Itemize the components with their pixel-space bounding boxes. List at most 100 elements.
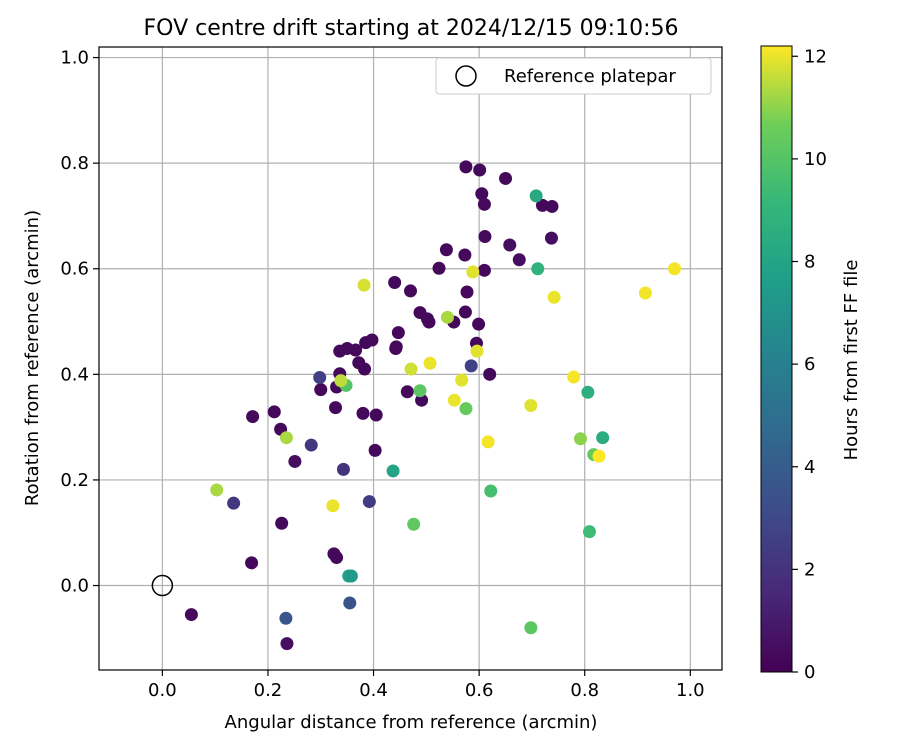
- data-point: [313, 371, 327, 385]
- data-point: [478, 230, 492, 244]
- y-tick-label: 0.4: [60, 364, 89, 385]
- colorbar-tick-label: 2: [804, 559, 815, 580]
- data-point: [246, 410, 260, 424]
- data-point: [362, 495, 376, 509]
- data-point: [326, 499, 340, 513]
- reference-platepar-marker: [151, 574, 174, 597]
- colorbar: 0 2 4 6 8 10 12 Hours from first FF file: [760, 45, 862, 683]
- data-point: [477, 197, 491, 211]
- data-point: [447, 393, 461, 407]
- data-point: [288, 454, 302, 468]
- data-point: [667, 262, 681, 276]
- y-tick-label: 0.8: [60, 153, 89, 174]
- colorbar-ticks: 0 2 4 6 8 10 12: [792, 46, 827, 683]
- data-point: [458, 305, 472, 319]
- data-point: [344, 569, 358, 583]
- data-point: [391, 326, 405, 340]
- data-point: [304, 438, 318, 452]
- data-point: [466, 265, 480, 279]
- y-tick-label: 1.0: [60, 48, 89, 69]
- legend: Reference platepar: [435, 57, 712, 95]
- data-point: [423, 356, 437, 370]
- chart-title: FOV centre drift starting at 2024/12/15 …: [144, 16, 679, 41]
- x-tick-label: 0.0: [148, 680, 177, 701]
- data-point: [329, 401, 343, 415]
- colorbar-tick-label: 8: [804, 252, 815, 273]
- data-point: [413, 384, 427, 398]
- data-point: [389, 341, 403, 355]
- data-point: [432, 261, 446, 275]
- data-point: [524, 621, 538, 635]
- data-point: [280, 637, 294, 651]
- legend-box: [435, 57, 712, 95]
- data-point: [483, 367, 497, 381]
- data-point: [529, 189, 543, 203]
- x-tick-label: 0.8: [570, 680, 599, 701]
- data-point: [545, 199, 559, 213]
- colorbar-label: Hours from first FF file: [841, 260, 862, 461]
- data-point: [470, 344, 484, 358]
- grid: [99, 47, 722, 670]
- data-point: [275, 516, 289, 530]
- data-point: [484, 484, 498, 498]
- data-point: [334, 374, 348, 388]
- data-point: [524, 398, 538, 412]
- data-point: [473, 163, 487, 177]
- legend-marker-icon: [455, 65, 477, 87]
- data-point: [267, 405, 281, 419]
- colorbar-tick-label: 6: [804, 354, 815, 375]
- x-tick-label: 0.2: [254, 680, 283, 701]
- data-point: [356, 406, 370, 420]
- data-point: [503, 238, 517, 252]
- reference-marker-layer: [151, 574, 174, 597]
- data-point: [359, 336, 373, 350]
- y-tick-label: 0.0: [60, 576, 89, 597]
- data-point: [455, 373, 469, 387]
- data-point: [404, 362, 418, 376]
- data-point: [547, 290, 561, 304]
- data-point: [638, 286, 652, 300]
- data-point: [349, 343, 363, 357]
- colorbar-tick-label: 4: [804, 457, 815, 478]
- data-point: [210, 483, 224, 497]
- data-point: [400, 385, 414, 399]
- data-point: [357, 278, 371, 292]
- y-axis-label: Rotation from reference (arcmin): [22, 210, 43, 506]
- data-point: [581, 385, 595, 399]
- data-point: [407, 517, 421, 531]
- data-point: [574, 432, 588, 446]
- data-point: [279, 611, 293, 625]
- x-axis-ticks: 0.0 0.2 0.4 0.6 0.8 1.0: [148, 670, 705, 701]
- data-point: [314, 383, 328, 397]
- data-point: [279, 431, 293, 445]
- data-point: [544, 231, 558, 245]
- colorbar-tick-label: 0: [804, 662, 815, 683]
- data-point: [458, 248, 472, 262]
- data-point: [460, 285, 474, 299]
- x-axis-label: Angular distance from reference (arcmin): [225, 712, 598, 733]
- y-axis-ticks: 0.0 0.2 0.4 0.6 0.8 1.0: [60, 48, 99, 597]
- data-point: [439, 243, 453, 257]
- x-tick-label: 0.6: [465, 680, 494, 701]
- y-tick-label: 0.2: [60, 470, 89, 491]
- data-point: [596, 431, 610, 445]
- data-point: [535, 198, 549, 212]
- colorbar-tick-label: 12: [804, 46, 827, 67]
- data-point: [477, 263, 491, 277]
- data-point: [499, 171, 513, 185]
- data-point: [404, 284, 417, 298]
- data-point: [368, 443, 382, 457]
- data-point: [592, 449, 606, 463]
- data-point: [464, 359, 478, 373]
- data-point: [245, 556, 259, 570]
- data-point: [386, 464, 400, 478]
- data-point: [358, 362, 372, 376]
- data-point: [388, 275, 402, 289]
- data-point: [184, 608, 198, 622]
- data-point: [369, 408, 383, 422]
- data-point: [227, 496, 241, 510]
- data-point: [567, 370, 581, 384]
- x-tick-label: 0.4: [359, 680, 388, 701]
